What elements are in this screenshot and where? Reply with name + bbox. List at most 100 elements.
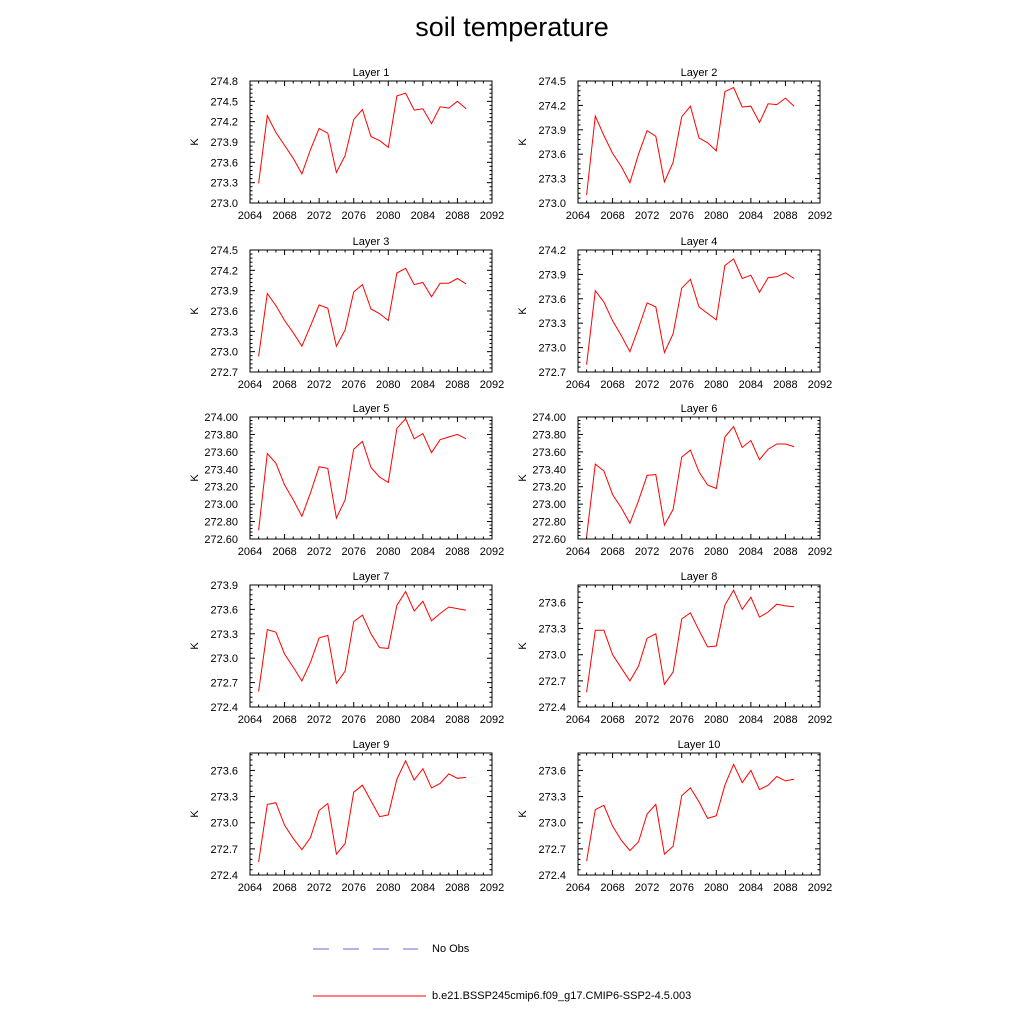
x-tick-label: 2080	[376, 714, 400, 726]
x-tick-label: 2064	[566, 210, 590, 222]
x-tick-label: 2076	[669, 546, 693, 558]
x-tick-label: 2084	[411, 882, 435, 894]
y-tick-label: 273.3	[210, 629, 238, 641]
y-tick-label: 273.9	[210, 286, 238, 298]
y-tick-label: 272.7	[538, 844, 566, 856]
x-tick-label: 2068	[600, 546, 624, 558]
x-tick-label: 2092	[480, 882, 504, 894]
x-tick-label: 2064	[566, 379, 590, 391]
panel-layer-8: Layer 8 K 2064 2068 2072 2076 2080 2084 2088 2092…	[517, 571, 832, 726]
x-tick-label: 2072	[307, 882, 331, 894]
plot-frame	[249, 584, 493, 708]
x-tick-label: 2072	[307, 210, 331, 222]
x-tick-label: 2084	[739, 714, 763, 726]
x-tick-label: 2084	[411, 714, 435, 726]
y-tick-label: 273.0	[538, 650, 566, 662]
x-tick-label: 2080	[704, 379, 728, 391]
y-tick-label: 273.3	[538, 174, 566, 186]
y-axis-label: K	[189, 810, 201, 818]
y-axis-label: K	[189, 307, 201, 315]
y-axis-label: K	[517, 642, 529, 650]
x-tick-label: 2080	[376, 379, 400, 391]
y-tick-label: 273.0	[538, 343, 566, 355]
y-tick-label: 273.6	[210, 306, 238, 318]
y-tick-label: 274.5	[210, 96, 238, 108]
series-line	[586, 425, 795, 537]
y-axis-label: K	[189, 474, 201, 482]
y-tick-label: 273.9	[210, 580, 238, 592]
x-tick-label: 2092	[808, 379, 832, 391]
y-tick-label: 273.9	[538, 269, 566, 281]
x-tick-label: 2072	[635, 882, 659, 894]
y-tick-label: 272.80	[204, 517, 238, 529]
y-tick-label: 274.00	[204, 412, 238, 424]
y-tick-label: 274.2	[210, 265, 238, 277]
x-tick-label: 2068	[600, 714, 624, 726]
y-tick-label: 272.80	[532, 517, 566, 529]
y-axis-label: K	[517, 138, 529, 146]
y-tick-label: 272.7	[538, 676, 566, 688]
x-tick-label: 2092	[808, 714, 832, 726]
x-tick-label: 2076	[669, 379, 693, 391]
y-tick-label: 273.3	[210, 792, 238, 804]
panel-layer-3: Layer 3 K 2064 2068 2072 2076 2080 2084 2088 2092…	[189, 236, 504, 391]
x-tick-label: 2088	[445, 210, 469, 222]
plot-frame	[249, 80, 493, 204]
x-tick-label: 2076	[341, 379, 365, 391]
x-tick-label: 2080	[376, 210, 400, 222]
panel-title: Layer 6	[681, 403, 718, 415]
y-tick-label: 274.2	[210, 117, 238, 129]
y-tick-label: 273.20	[532, 482, 566, 494]
x-tick-label: 2088	[773, 210, 797, 222]
y-tick-label: 272.4	[210, 702, 238, 714]
y-tick-label: 273.60	[532, 447, 566, 459]
x-tick-label: 2088	[773, 882, 797, 894]
series-line	[586, 86, 795, 195]
y-tick-label: 273.9	[210, 137, 238, 149]
x-tick-label: 2068	[272, 210, 296, 222]
y-tick-label: 273.0	[210, 818, 238, 830]
x-tick-label: 2084	[411, 546, 435, 558]
panel-layer-2: Layer 2 K 2064 2068 2072 2076 2080 2084 2088 2092…	[517, 67, 832, 222]
x-tick-label: 2092	[480, 546, 504, 558]
series-line	[258, 759, 467, 862]
series-line	[586, 763, 795, 862]
y-axis-label: K	[517, 474, 529, 482]
series-line	[586, 589, 795, 693]
y-tick-label: 273.6	[538, 765, 566, 777]
series-line	[586, 258, 795, 365]
plot-frame	[577, 416, 821, 540]
x-tick-label: 2084	[411, 379, 435, 391]
y-tick-label: 273.00	[204, 499, 238, 511]
panel-layer-10: Layer 10 K 2064 2068 2072 2076 2080 2084 2088 209…	[517, 739, 832, 894]
x-tick-label: 2076	[341, 882, 365, 894]
y-tick-label: 273.6	[538, 149, 566, 161]
series-line	[258, 92, 467, 184]
y-tick-label: 273.6	[210, 157, 238, 169]
x-tick-label: 2064	[566, 714, 590, 726]
panel-layer-1: Layer 1 K 2064 2068 2072 2076 2080 2084 2088 2092…	[189, 67, 504, 222]
x-tick-label: 2092	[808, 546, 832, 558]
x-tick-label: 2064	[566, 546, 590, 558]
x-tick-label: 2088	[773, 379, 797, 391]
x-tick-label: 2092	[480, 210, 504, 222]
x-tick-label: 2088	[773, 714, 797, 726]
x-tick-label: 2068	[600, 882, 624, 894]
y-axis-label: K	[517, 810, 529, 818]
y-tick-label: 272.4	[538, 702, 566, 714]
plot-frame	[577, 584, 821, 708]
x-tick-label: 2092	[808, 210, 832, 222]
x-tick-label: 2080	[704, 882, 728, 894]
x-tick-label: 2064	[238, 546, 262, 558]
x-tick-label: 2084	[739, 210, 763, 222]
x-tick-label: 2092	[480, 714, 504, 726]
y-tick-label: 273.3	[210, 326, 238, 338]
panel-layer-4: Layer 4 K 2064 2068 2072 2076 2080 2084 2088 2092…	[517, 236, 832, 391]
x-tick-label: 2088	[773, 546, 797, 558]
y-tick-label: 273.20	[204, 482, 238, 494]
panel-title: Layer 1	[353, 67, 390, 79]
y-tick-label: 272.4	[210, 870, 238, 882]
y-tick-label: 274.00	[532, 412, 566, 424]
y-tick-label: 273.0	[210, 198, 238, 210]
